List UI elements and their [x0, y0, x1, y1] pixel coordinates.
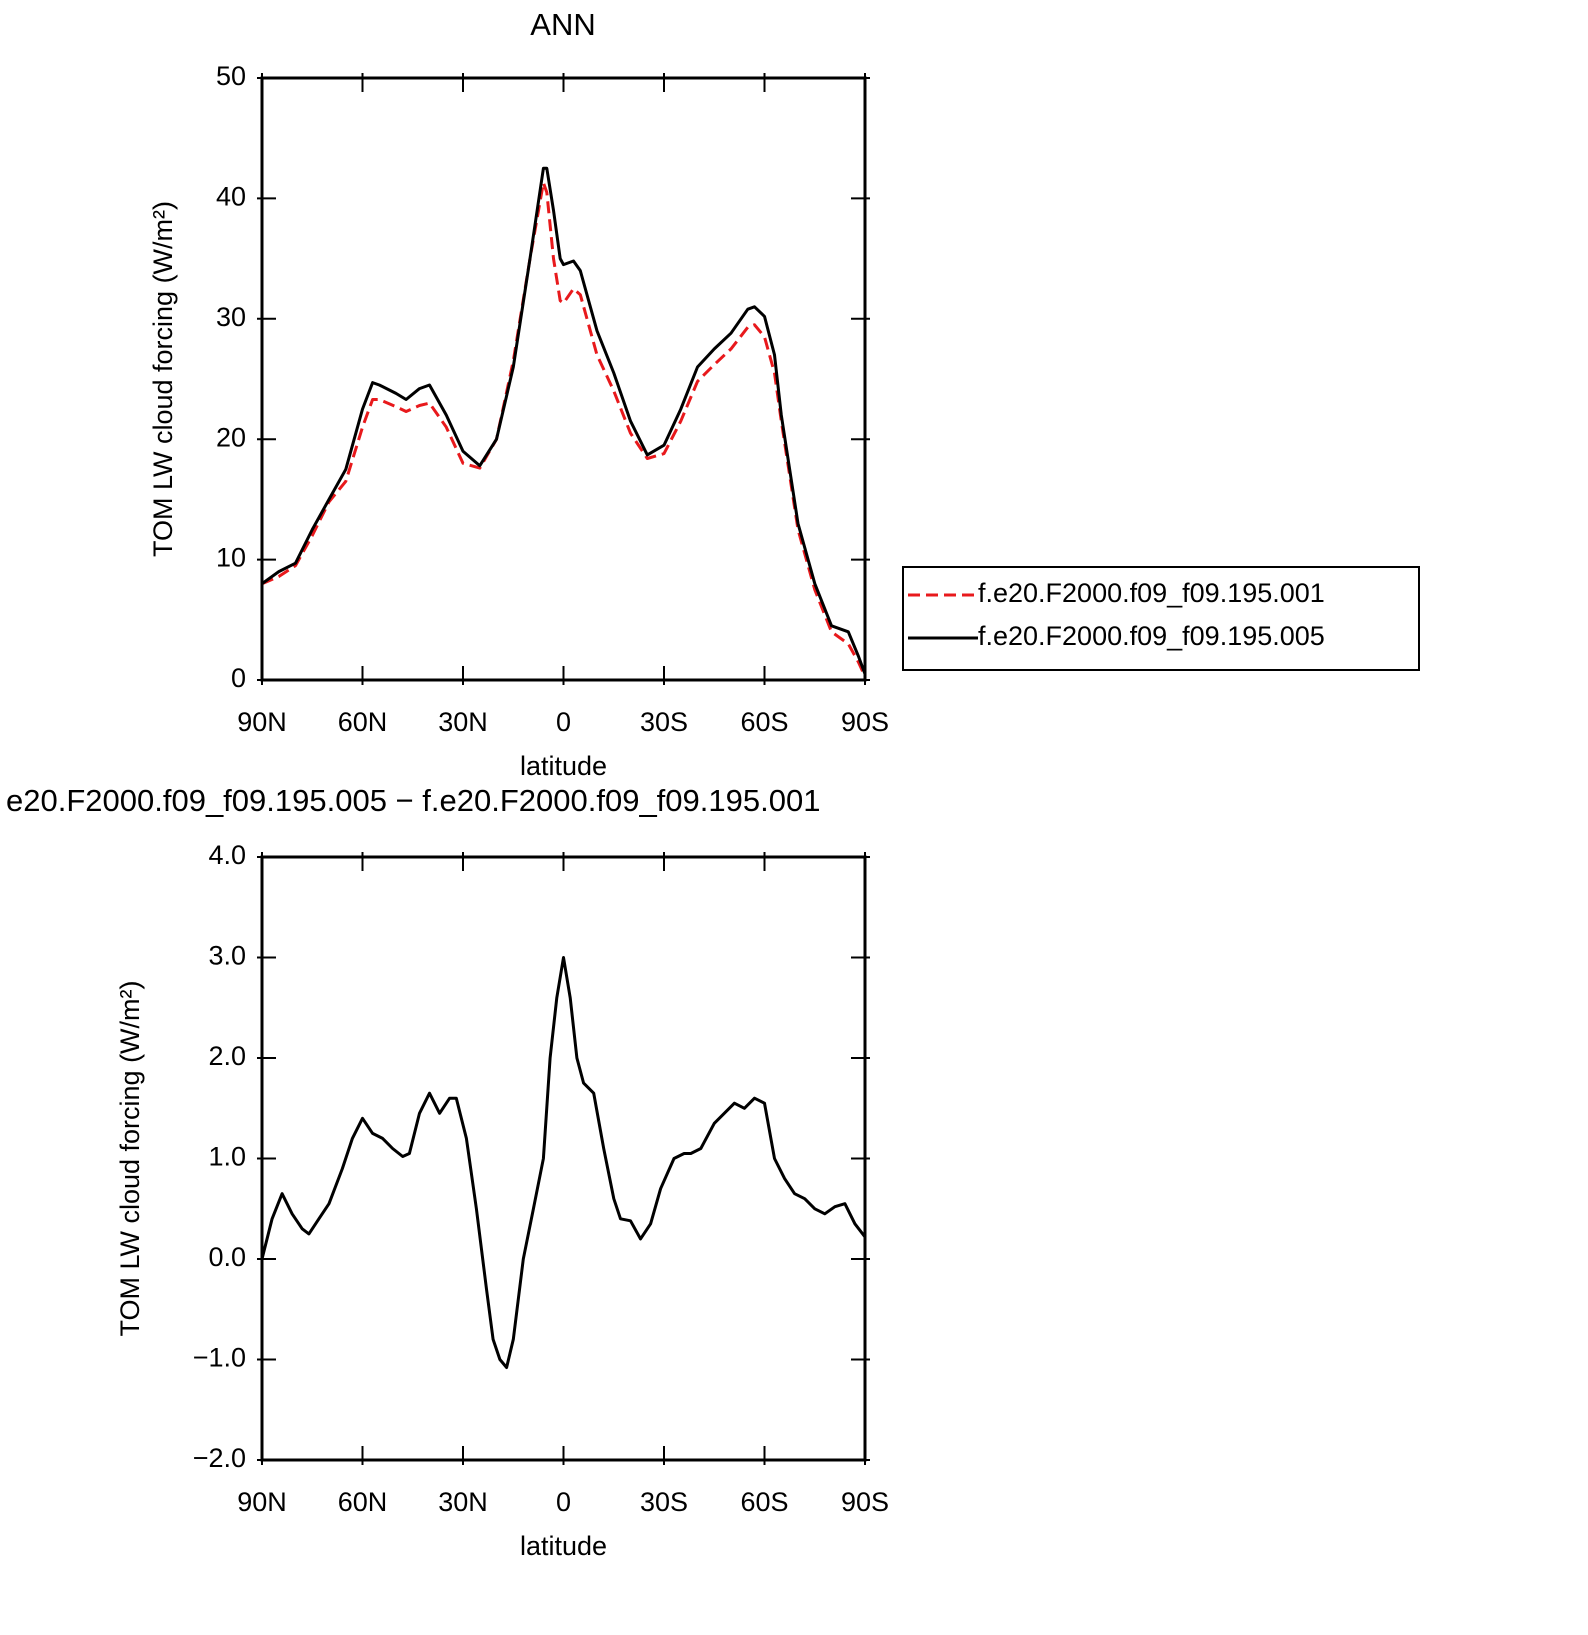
x-tick-label: 60S: [740, 707, 788, 737]
x-tick-label: 30N: [438, 1487, 488, 1517]
x-tick-label: 0: [556, 1487, 571, 1517]
y-tick-label: 3.0: [208, 941, 246, 971]
y-axis-label: TOM LW cloud forcing (W/m²): [115, 980, 145, 1336]
x-tick-label: 90S: [841, 1487, 889, 1517]
y-tick-label: 50: [216, 61, 246, 91]
chart-title: ANN: [530, 7, 595, 42]
y-axis-label: TOM LW cloud forcing (W/m²): [148, 201, 178, 557]
legend-label: f.e20.F2000.f09_f09.195.001: [978, 578, 1325, 608]
x-tick-label: 90S: [841, 707, 889, 737]
y-tick-label: 10: [216, 543, 246, 573]
x-tick-label: 60N: [338, 1487, 388, 1517]
x-axis-label: latitude: [520, 1531, 607, 1561]
y-tick-label: 1.0: [208, 1142, 246, 1172]
legend-label: f.e20.F2000.f09_f09.195.005: [978, 621, 1325, 651]
x-tick-label: 30N: [438, 707, 488, 737]
y-tick-label: 20: [216, 422, 246, 452]
plot-frame: [260, 76, 867, 682]
x-tick-label: 30S: [640, 707, 688, 737]
y-tick-label: 2.0: [208, 1041, 246, 1071]
x-axis-label: latitude: [520, 751, 607, 781]
chart-title: e20.F2000.f09_f09.195.005 − f.e20.F2000.…: [6, 783, 820, 818]
legend-box: [902, 566, 1420, 671]
x-tick-label: 90N: [237, 1487, 287, 1517]
y-tick-label: 30: [216, 302, 246, 332]
plot-frame: [260, 855, 867, 1462]
y-tick-label: −1.0: [193, 1343, 246, 1373]
y-tick-label: −2.0: [193, 1443, 246, 1473]
y-tick-label: 40: [216, 182, 246, 212]
y-tick-label: 4.0: [208, 840, 246, 870]
x-tick-label: 90N: [237, 707, 287, 737]
y-tick-label: 0: [231, 663, 246, 693]
data-line: [261, 166, 867, 675]
y-tick-label: 0.0: [208, 1242, 246, 1272]
x-tick-label: 60S: [740, 1487, 788, 1517]
x-tick-label: 30S: [640, 1487, 688, 1517]
data-line: [261, 181, 867, 678]
x-tick-label: 0: [556, 707, 571, 737]
x-tick-label: 60N: [338, 707, 388, 737]
data-line: [260, 956, 867, 1369]
